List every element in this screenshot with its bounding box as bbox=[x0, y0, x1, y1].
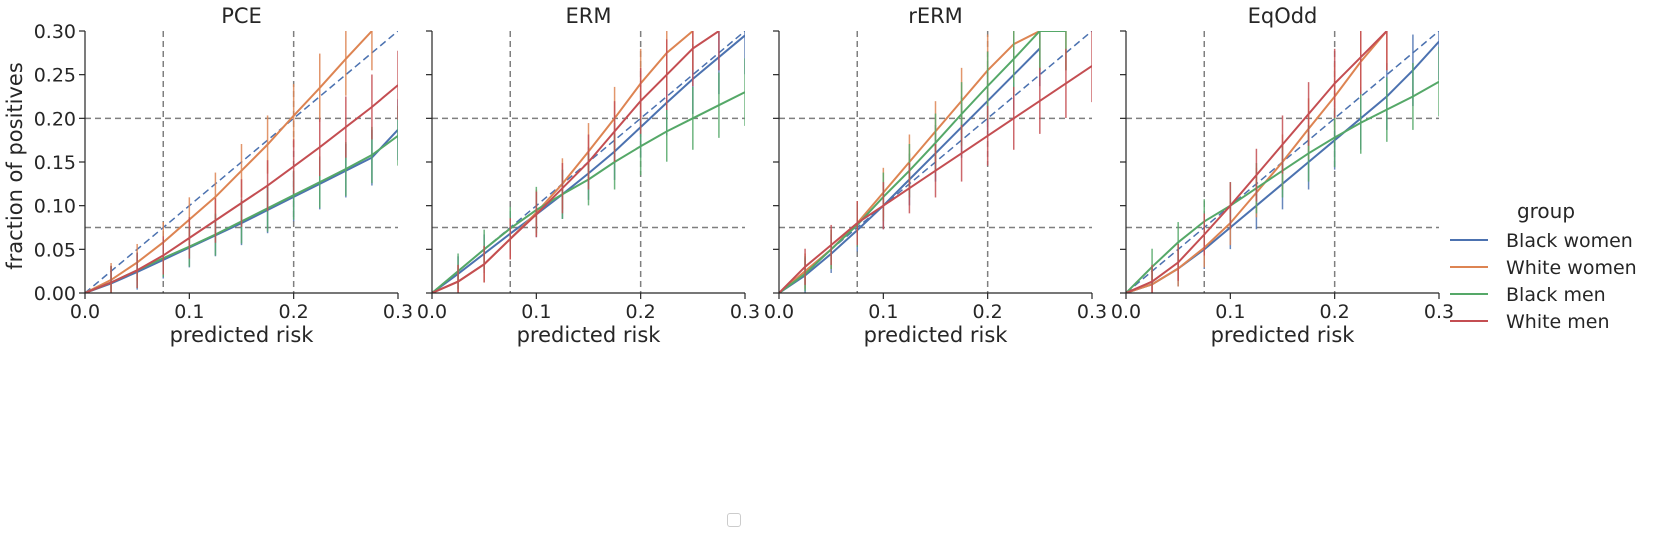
panel-erm: 0.0 0.1 0.2 0.3 ERM predicted risk bbox=[417, 4, 760, 347]
x-tick-label: 0.1 bbox=[174, 301, 204, 323]
panel-pce: 0.00 0.05 0.10 0.15 0.20 0.25 0.30 0.0 0.1 0.2 0.3… bbox=[3, 4, 413, 347]
x-tick-label: 0.2 bbox=[973, 301, 1003, 323]
y-tick-label: 0.05 bbox=[34, 239, 76, 261]
plot-area bbox=[432, 31, 745, 293]
series-line-black-men bbox=[779, 31, 1066, 293]
legend-entry-white-women: White women bbox=[1450, 257, 1637, 279]
x-tick-label: 0.2 bbox=[279, 301, 309, 323]
legend-entry-white-men: White men bbox=[1450, 311, 1610, 333]
legend-title: group bbox=[1517, 199, 1575, 223]
series-line-white-men bbox=[432, 31, 720, 293]
panel-title: EqOdd bbox=[1248, 4, 1318, 28]
legend-entry-black-men: Black men bbox=[1450, 284, 1606, 306]
y-tick-label: 0.00 bbox=[34, 283, 76, 305]
x-axis-label: predicted risk bbox=[517, 323, 662, 347]
x-tick-label: 0.3 bbox=[1424, 301, 1454, 323]
legend: group Black women White women Black men Whi… bbox=[1450, 199, 1637, 333]
panel-title: rERM bbox=[908, 4, 963, 28]
y-tick-label: 0.30 bbox=[34, 21, 76, 43]
plot-area bbox=[779, 31, 1092, 293]
panel-title: PCE bbox=[221, 4, 262, 28]
x-axis-label: predicted risk bbox=[170, 323, 315, 347]
legend-entry-black-women: Black women bbox=[1450, 230, 1633, 252]
x-tick-label: 0.3 bbox=[383, 301, 413, 323]
x-tick-label: 0.0 bbox=[70, 301, 100, 323]
x-tick-label: 0.1 bbox=[1215, 301, 1245, 323]
legend-label: White men bbox=[1506, 311, 1610, 333]
plot-area bbox=[1126, 31, 1439, 293]
series-line-white-women bbox=[85, 31, 373, 293]
legend-toggle-box[interactable] bbox=[727, 513, 741, 527]
x-tick-label: 0.1 bbox=[521, 301, 551, 323]
x-tick-label: 0.0 bbox=[417, 301, 447, 323]
x-axis-label: predicted risk bbox=[1211, 323, 1356, 347]
y-tick-label: 0.25 bbox=[34, 65, 76, 87]
y-axis-label: fraction of positives bbox=[3, 62, 27, 270]
panel-eqodd: 0.0 0.1 0.2 0.3 EqOdd predicted risk bbox=[1111, 4, 1454, 347]
x-tick-label: 0.0 bbox=[764, 301, 794, 323]
plot-area bbox=[85, 31, 398, 293]
y-tick-label: 0.10 bbox=[34, 196, 76, 218]
panel-title: ERM bbox=[566, 4, 612, 28]
panel-rerm: 0.0 0.1 0.2 0.3 rERM predicted risk bbox=[764, 4, 1107, 347]
x-tick-label: 0.0 bbox=[1111, 301, 1141, 323]
legend-label: Black men bbox=[1506, 284, 1606, 306]
x-tick-label: 0.1 bbox=[868, 301, 898, 323]
x-tick-label: 0.3 bbox=[1077, 301, 1107, 323]
x-tick-label: 0.2 bbox=[626, 301, 656, 323]
x-tick-label: 0.3 bbox=[730, 301, 760, 323]
legend-label: White women bbox=[1506, 257, 1637, 279]
legend-label: Black women bbox=[1506, 230, 1633, 252]
y-tick-label: 0.20 bbox=[34, 108, 76, 130]
chart-panels: 0.00 0.05 0.10 0.15 0.20 0.25 0.30 0.0 0.1 0.2 0.3… bbox=[3, 4, 1454, 347]
y-tick-label: 0.15 bbox=[34, 152, 76, 174]
x-axis-label: predicted risk bbox=[864, 323, 1009, 347]
x-tick-label: 0.2 bbox=[1320, 301, 1350, 323]
